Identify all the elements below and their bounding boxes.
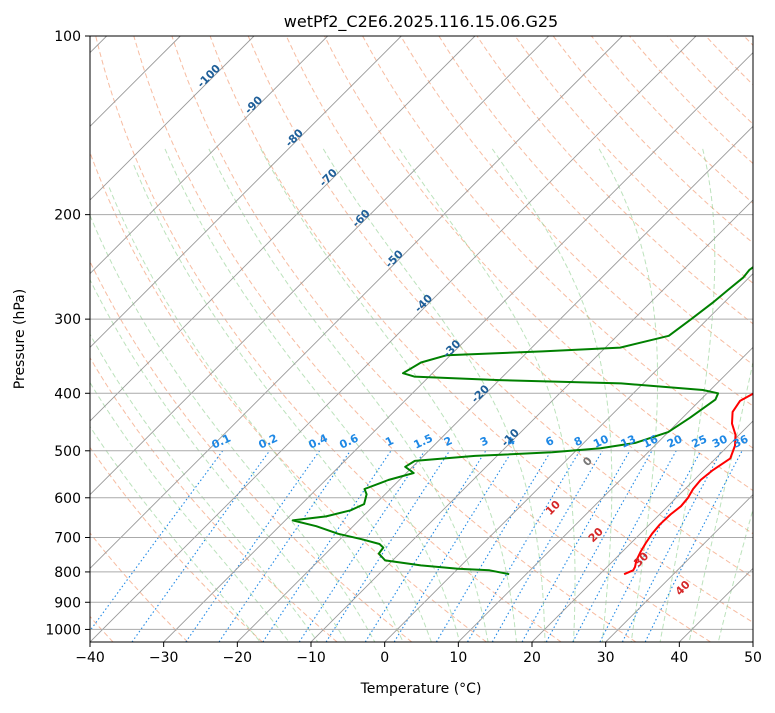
y-axis-label: Pressure (hPa) [12, 289, 28, 389]
isotherm-line [164, 36, 770, 642]
mixing-ratio-label: 13 [619, 432, 638, 450]
y-tick-label: 100 [54, 29, 81, 45]
mixing-ratio-label: 6 [544, 434, 557, 449]
isotherm-line [458, 36, 775, 642]
moist-adiabat-line [134, 165, 432, 642]
x-tick-label: −40 [75, 650, 105, 666]
x-tick-label: 30 [597, 650, 615, 666]
isotherm-line [16, 36, 622, 642]
mixing-ratio-line [82, 451, 223, 642]
x-tick-label: 0 [380, 650, 389, 666]
dry-adiabat-label: -60 [350, 207, 373, 230]
mixing-ratio-line [573, 451, 676, 642]
mixing-ratio-label: 30 [710, 432, 730, 450]
x-tick-label: 40 [670, 650, 688, 666]
mixing-ratio-label: 8 [572, 434, 584, 449]
moist-adiabat-label: 10 [543, 498, 563, 518]
y-tick-label: 1000 [45, 622, 81, 638]
x-tick-label: −20 [223, 650, 253, 666]
moist-adiabat-line [718, 149, 775, 642]
dry-adiabat-line [744, 36, 775, 642]
y-tick-label: 500 [54, 444, 81, 460]
mixing-ratio-line [600, 451, 701, 642]
dry-adiabat-line [668, 36, 775, 642]
mixing-ratio-label: 2 [442, 434, 454, 449]
x-tick-label: −10 [296, 650, 326, 666]
isotherm-line [0, 36, 475, 642]
moist-adiabat-line [689, 149, 775, 642]
moist-adiabat-label: 40 [673, 578, 693, 598]
isotherm-line [679, 36, 775, 642]
moist-adiabat-line [109, 188, 403, 643]
dry-adiabat-line [0, 36, 262, 642]
isotherm-line [753, 36, 775, 642]
dry-adiabat-line [0, 36, 188, 642]
dry-adiabat-label: -70 [317, 166, 340, 189]
mixing-ratio-line [622, 451, 721, 642]
dry-adiabat-line [591, 36, 775, 642]
x-axis-label: Temperature (°C) [360, 681, 482, 697]
dry-adiabat-line [0, 36, 337, 642]
x-tick-label: 10 [449, 650, 467, 666]
moist-adiabat-line [599, 149, 658, 642]
isotherm-line [385, 36, 775, 642]
mixing-ratio-label: 3 [478, 434, 490, 449]
dry-adiabat-line [134, 36, 636, 642]
mixing-ratio-label: 20 [665, 432, 685, 450]
dry-adiabat-line [439, 36, 775, 642]
mixing-ratio-line [436, 451, 551, 642]
dry-adiabat-line [706, 36, 775, 642]
dry-adiabat-label: -40 [412, 292, 435, 315]
dry-adiabat-label: -10 [499, 426, 522, 449]
dry-adiabat-line [363, 36, 775, 642]
dry-adiabat-line [172, 36, 711, 642]
x-tick-label: −30 [149, 650, 179, 666]
y-tick-label: 200 [54, 208, 81, 224]
mixing-ratio-label: 0.4 [307, 431, 330, 451]
isotherm-line [0, 36, 401, 642]
y-tick-label: 400 [54, 386, 81, 402]
mixing-ratio-line [219, 451, 350, 642]
chart-title: wetPf2_C2E6.2025.116.15.06.G25 [284, 12, 558, 32]
y-tick-label: 600 [54, 491, 81, 507]
y-tick-label: 300 [54, 312, 81, 328]
mixing-ratio-line [263, 451, 391, 642]
dry-adiabat-label: -90 [242, 93, 265, 116]
y-tick-label: 800 [54, 565, 81, 581]
dry-adiabat-label: -20 [469, 382, 492, 405]
isotherm-line [237, 36, 775, 642]
dry-adiabat-label: -50 [383, 247, 406, 270]
moist-adiabat-label: 20 [586, 525, 606, 545]
dry-adiabat-label: -100 [195, 62, 224, 91]
isotherm-line [0, 36, 254, 642]
dry-adiabat-line [477, 36, 775, 642]
mixing-ratio-label: 0.1 [210, 432, 233, 452]
isotherm-line [90, 36, 696, 642]
x-tick-label: 20 [523, 650, 541, 666]
dewpoint-profile [293, 36, 775, 574]
zero-label: 0 [580, 454, 595, 469]
dry-adiabat-line [515, 36, 775, 642]
mixing-ratio-label: 1 [383, 434, 395, 449]
moist-adiabat-line [67, 227, 347, 642]
mixing-ratio-label: 1.5 [412, 432, 435, 452]
dry-adiabat-line [286, 36, 775, 642]
y-tick-label: 700 [54, 531, 81, 547]
y-tick-label: 900 [54, 595, 81, 611]
x-tick-label: 50 [744, 650, 762, 666]
isotherm-line [0, 36, 328, 642]
